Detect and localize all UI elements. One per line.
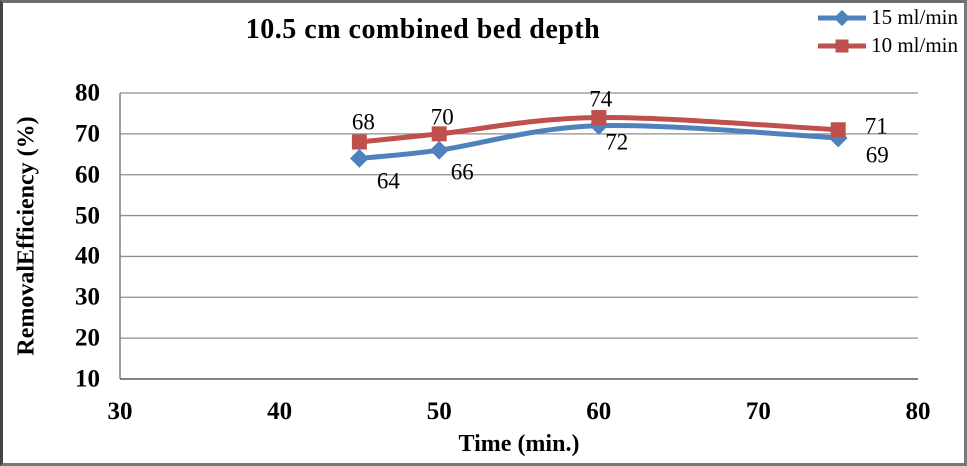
data-label: 64 — [376, 168, 400, 194]
data-label: 68 — [351, 109, 375, 135]
x-tick-label: 60 — [586, 398, 612, 425]
y-tick-label: 70 — [75, 120, 100, 148]
y-axis-title: RemovalEfficiency (%) — [13, 116, 40, 356]
data-label: 74 — [589, 86, 613, 111]
data-label: 70 — [430, 104, 454, 130]
y-tick-label: 20 — [75, 324, 100, 352]
y-tick-label: 30 — [75, 283, 100, 311]
legend: 15 ml/min 10 ml/min — [818, 5, 958, 58]
x-tick-label: 70 — [745, 398, 771, 425]
x-tick-label: 50 — [426, 398, 452, 425]
x-tick-label: 80 — [905, 398, 931, 425]
x-tick-label: 30 — [107, 398, 133, 425]
chart-inner: 10.5 cm combined bed depth RemovalEffici… — [3, 3, 964, 463]
y-tick-label: 50 — [75, 202, 100, 230]
data-label: 72 — [605, 129, 629, 155]
plot-svg — [119, 92, 918, 380]
y-tick-label: 80 — [75, 79, 100, 107]
data-label: 69 — [865, 142, 889, 168]
x-tick-label: 40 — [267, 398, 293, 425]
y-tick-label: 40 — [75, 242, 100, 270]
legend-line-square-icon — [818, 39, 867, 52]
y-tick-label: 10 — [75, 365, 100, 393]
chart-title: 10.5 cm combined bed depth — [245, 14, 601, 45]
legend-label: 15 ml/min — [871, 5, 958, 29]
data-label: 71 — [864, 113, 888, 139]
legend-item-10ml-min: 10 ml/min — [818, 33, 958, 58]
legend-item-15ml-min: 15 ml/min — [818, 5, 958, 30]
series-line-1 — [356, 115, 841, 145]
x-axis-title: Time (min.) — [458, 431, 580, 457]
series-line-0 — [356, 122, 841, 161]
legend-label: 10 ml/min — [871, 33, 958, 57]
y-tick-label: 60 — [75, 161, 100, 189]
data-label: 66 — [450, 159, 474, 185]
legend-line-diamond-icon — [818, 9, 867, 26]
